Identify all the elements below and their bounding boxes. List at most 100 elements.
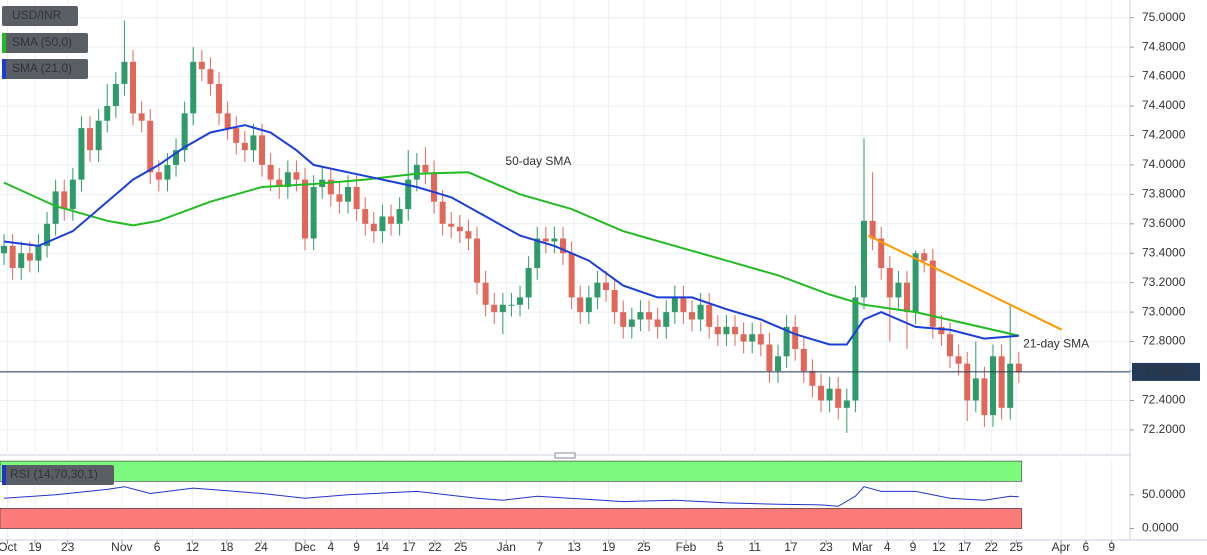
candle-body <box>972 378 979 401</box>
x-tick-label: 13 <box>568 540 582 554</box>
y-tick-label: 75.0000 <box>1142 10 1186 24</box>
x-tick-label: 6 <box>1083 540 1090 554</box>
x-tick-label: 9 <box>910 540 917 554</box>
legend-box <box>2 33 88 53</box>
legend-swatch <box>2 465 6 485</box>
y-tick-label: 72.2000 <box>1142 422 1186 436</box>
candle-body <box>499 304 506 313</box>
splitter[interactable] <box>554 452 576 459</box>
candle-body <box>370 223 377 232</box>
candle-body <box>577 297 584 313</box>
candle-body <box>1007 363 1014 408</box>
candle-body <box>379 216 386 232</box>
candle-body <box>843 400 850 408</box>
legend-label: USD/INR <box>12 8 62 22</box>
candle-body <box>456 226 463 232</box>
legend-item[interactable]: SMA (21,0) <box>2 59 88 79</box>
candle-body <box>852 297 859 401</box>
legend-item[interactable]: USD/INR <box>2 6 78 26</box>
last-price-box <box>1132 362 1200 381</box>
x-tick-label: Mar <box>852 540 873 554</box>
legend-box <box>2 465 114 485</box>
candle-body <box>130 61 137 114</box>
candle-body <box>87 128 94 151</box>
candle-body <box>9 245 16 268</box>
x-tick-label: 22 <box>428 540 442 554</box>
candle-body <box>147 120 154 173</box>
x-tick-label: 5 <box>717 540 724 554</box>
x-tick-label: 23 <box>61 540 75 554</box>
legend-item[interactable]: RSI (14,70,30,1) <box>2 465 114 485</box>
candle-body <box>654 319 661 327</box>
candle-body <box>998 356 1005 408</box>
splitter-handle[interactable] <box>554 452 576 459</box>
candle-body <box>276 179 283 187</box>
sma-line <box>3 171 1020 337</box>
candle-body <box>216 83 223 114</box>
y-tick-label: 72.8000 <box>1142 334 1186 348</box>
x-tick-label: 25 <box>637 540 651 554</box>
candle-body <box>1015 363 1022 373</box>
candle-body <box>250 135 257 151</box>
candle-body <box>181 113 188 151</box>
x-tick-label: 18 <box>220 540 234 554</box>
annotation: 50-day SMA <box>505 154 571 168</box>
candle-body <box>955 356 962 364</box>
candle-body <box>757 334 764 345</box>
candle-body <box>697 304 704 320</box>
candle-body <box>551 238 558 242</box>
trendline <box>867 234 1063 331</box>
y-tick-label: 73.8000 <box>1142 187 1186 201</box>
candle-body <box>921 253 928 261</box>
candle-body <box>611 290 618 313</box>
candle-body <box>1 245 8 254</box>
legend-box <box>2 6 78 26</box>
candle-body <box>422 164 429 173</box>
candle-body <box>190 61 197 114</box>
candle-body <box>628 319 635 327</box>
y-tick-label: 74.8000 <box>1142 39 1186 53</box>
candle-body <box>44 223 51 246</box>
candle-body <box>723 326 730 335</box>
sma-line <box>3 124 1019 346</box>
legend-label: SMA (50,0) <box>12 35 72 49</box>
candle-body <box>353 186 360 210</box>
candle-body <box>904 282 911 313</box>
y-tick-label: 74.4000 <box>1142 98 1186 112</box>
candle-body <box>61 191 68 210</box>
candle-body <box>439 201 446 224</box>
candle-body <box>835 388 842 408</box>
x-tick-label: 7 <box>536 540 543 554</box>
candle-body <box>585 297 592 313</box>
candle-body <box>981 378 988 416</box>
candle-body <box>18 253 25 268</box>
candle-body <box>78 128 85 180</box>
x-tick-label: 6 <box>154 540 161 554</box>
legend-item[interactable]: SMA (50,0) <box>2 33 88 53</box>
candle-body <box>800 348 807 372</box>
candle-body <box>155 172 162 180</box>
candle-body <box>173 150 180 165</box>
candle-body <box>826 388 833 401</box>
candle-body <box>938 326 945 335</box>
x-tick-label: Oct <box>0 540 17 554</box>
candle-body <box>990 356 997 416</box>
candle-body <box>482 282 489 305</box>
candle-body <box>818 385 825 401</box>
legend-swatch <box>2 59 6 79</box>
candle-body <box>783 326 790 357</box>
x-tick-label: 4 <box>327 540 334 554</box>
candle-body <box>809 371 816 386</box>
candle-body <box>912 253 919 313</box>
candle-body <box>413 164 420 180</box>
candle-body <box>95 120 102 151</box>
candle-body <box>560 238 567 254</box>
candle-body <box>732 326 739 335</box>
candle-body <box>284 172 291 187</box>
candle-body <box>749 334 756 342</box>
candle-body <box>878 238 885 268</box>
x-tick-label: 12 <box>186 540 200 554</box>
x-tick-label: Jan <box>497 540 516 554</box>
